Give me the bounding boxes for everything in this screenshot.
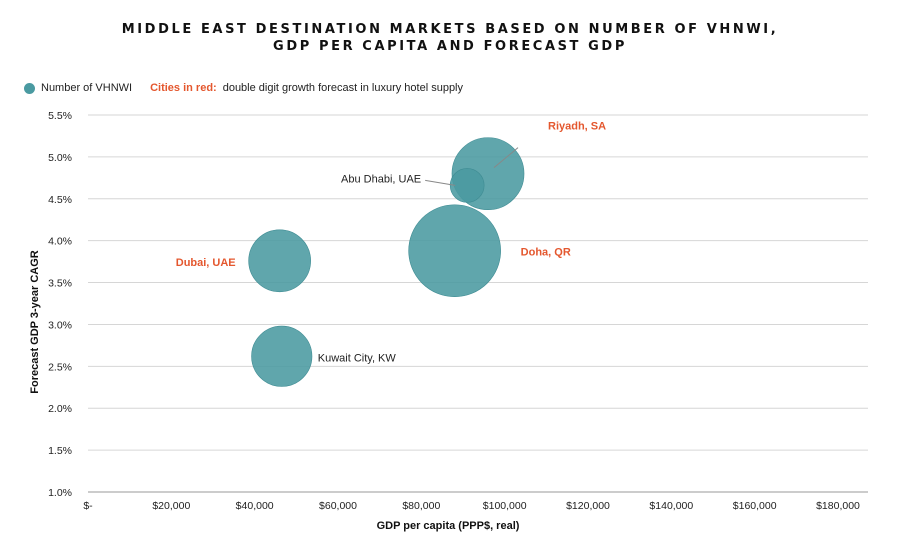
y-tick-label: 3.0%: [48, 319, 72, 331]
bubble: [248, 229, 311, 293]
y-tick-label: 1.0%: [48, 487, 72, 499]
y-tick-label: 5.0%: [48, 152, 72, 164]
y-tick-label: 2.5%: [48, 361, 72, 373]
chart-title-line-2: GDP PER CAPITA AND FORECAST GDP: [273, 39, 627, 54]
city-label: Kuwait City, KW: [318, 352, 397, 364]
legend: Number of VHNWI Cities in red: double di…: [24, 82, 463, 94]
x-tick-label: $-: [83, 500, 93, 512]
x-tick-label: $180,000: [816, 500, 860, 512]
x-axis-label: GDP per capita (PPP$, real): [377, 520, 520, 532]
x-tick-label: $40,000: [236, 500, 274, 512]
y-tick-label: 4.0%: [48, 236, 72, 248]
x-tick-label: $140,000: [649, 500, 693, 512]
x-tick-label: $60,000: [319, 500, 357, 512]
legend-series-label: Number of VHNWI: [41, 82, 133, 94]
city-label: Dubai, UAE: [176, 257, 236, 269]
legend-bubble-icon: [24, 82, 35, 94]
bubbles: [248, 137, 525, 387]
grid-lines: [88, 114, 868, 493]
y-tick-label: 4.5%: [48, 194, 72, 206]
x-tick-label: $100,000: [483, 500, 527, 512]
city-labels: Riyadh, SA Abu Dhabi, UAE Doha, QR Dubai, U…: [176, 121, 606, 365]
x-axis-ticks: $- $20,000 $40,000 $60,000 $80,000 $100,000 $1…: [83, 500, 860, 512]
x-tick-label: $80,000: [402, 500, 440, 512]
y-tick-label: 1.5%: [48, 445, 72, 457]
legend-red-label: Cities in red:: [150, 82, 217, 94]
city-label: Doha, QR: [521, 247, 571, 259]
bubble: [251, 325, 313, 387]
bubble: [408, 204, 501, 298]
x-tick-label: $120,000: [566, 500, 610, 512]
y-tick-label: 2.0%: [48, 403, 72, 415]
legend-red-description: double digit growth forecast in luxury h…: [222, 82, 464, 94]
city-label: Abu Dhabi, UAE: [341, 173, 421, 185]
chart-title-line-1: MIDDLE EAST DESTINATION MARKETS BASED ON…: [121, 22, 779, 37]
y-tick-label: 3.5%: [48, 278, 72, 290]
y-axis-label: Forecast GDP 3-year CAGR: [29, 250, 41, 394]
y-axis-ticks: 1.0% 1.5% 2.0% 2.5% 3.0% 3.5% 4.0% 4.5% 5.0% 5.5%: [48, 110, 72, 499]
city-label: Riyadh, SA: [548, 121, 606, 133]
bubble: [449, 168, 485, 203]
x-tick-label: $20,000: [152, 500, 190, 512]
x-tick-label: $160,000: [733, 500, 777, 512]
y-tick-label: 5.5%: [48, 110, 72, 122]
leader-line: [425, 179, 456, 186]
leader-lines: [425, 147, 519, 186]
leader-line: [493, 147, 519, 169]
